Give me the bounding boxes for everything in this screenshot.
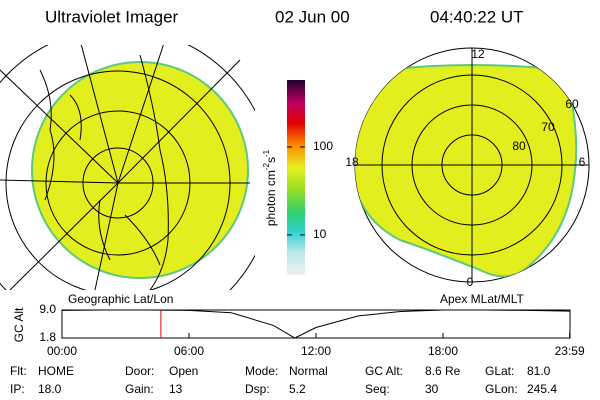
colorbar-label: photon cm-2s-1 (262, 149, 278, 226)
field-label: Mode: (245, 364, 278, 378)
field-value: 30 (425, 382, 439, 396)
field-label: GLat: (485, 364, 514, 378)
mlt-label: 12 (471, 47, 485, 61)
time: 04:40:22 UT (430, 7, 524, 26)
mlt-label: 0 (467, 275, 474, 289)
altitude-ylabel: GC Alt (12, 307, 26, 342)
field-value: HOME (38, 364, 74, 378)
y-tick-label: 1.8 (39, 330, 56, 344)
x-tick-label: 06:00 (174, 344, 204, 358)
colorbar-tick-label: 100 (313, 139, 333, 153)
right-caption: Apex MLat/MLT (440, 292, 524, 306)
x-tick-label: 12:00 (301, 344, 331, 358)
date: 02 Jun 00 (275, 7, 350, 26)
field-label: GLon: (485, 382, 518, 396)
lat-label: 80 (512, 139, 526, 153)
field-value: Open (169, 364, 198, 378)
field-label: Door: (125, 364, 154, 378)
field-label: Dsp: (245, 382, 270, 396)
field-value: 18.0 (38, 382, 62, 396)
lat-label: 60 (565, 97, 579, 111)
field-value: 8.6 Re (425, 364, 461, 378)
field-value: 81.0 (527, 364, 551, 378)
field-value: 245.4 (527, 382, 557, 396)
field-label: GC Alt: (365, 364, 403, 378)
field-value: 13 (169, 382, 183, 396)
geographic-image (0, 45, 255, 290)
field-value: 5.2 (289, 382, 306, 396)
field-label: Flt: (10, 364, 27, 378)
y-tick-label: 9.0 (39, 302, 56, 316)
mlt-label: 18 (345, 155, 359, 169)
x-tick-label: 18:00 (428, 344, 458, 358)
x-tick-label: 00:00 (47, 344, 77, 358)
colorbar (287, 80, 305, 275)
field-label: Seq: (365, 382, 390, 396)
title: Ultraviolet Imager (45, 7, 179, 26)
colorbar-tick-label: 10 (313, 227, 327, 241)
lat-label: 70 (541, 120, 555, 134)
field-label: Gain: (125, 382, 154, 396)
field-label: IP: (10, 382, 25, 396)
altitude-line (61, 309, 570, 339)
polar-image (354, 47, 590, 283)
field-value: Normal (289, 364, 328, 378)
mlt-label: 6 (579, 155, 586, 169)
x-tick-label: 23:59 (555, 344, 585, 358)
left-caption: Geographic Lat/Lon (68, 292, 173, 306)
